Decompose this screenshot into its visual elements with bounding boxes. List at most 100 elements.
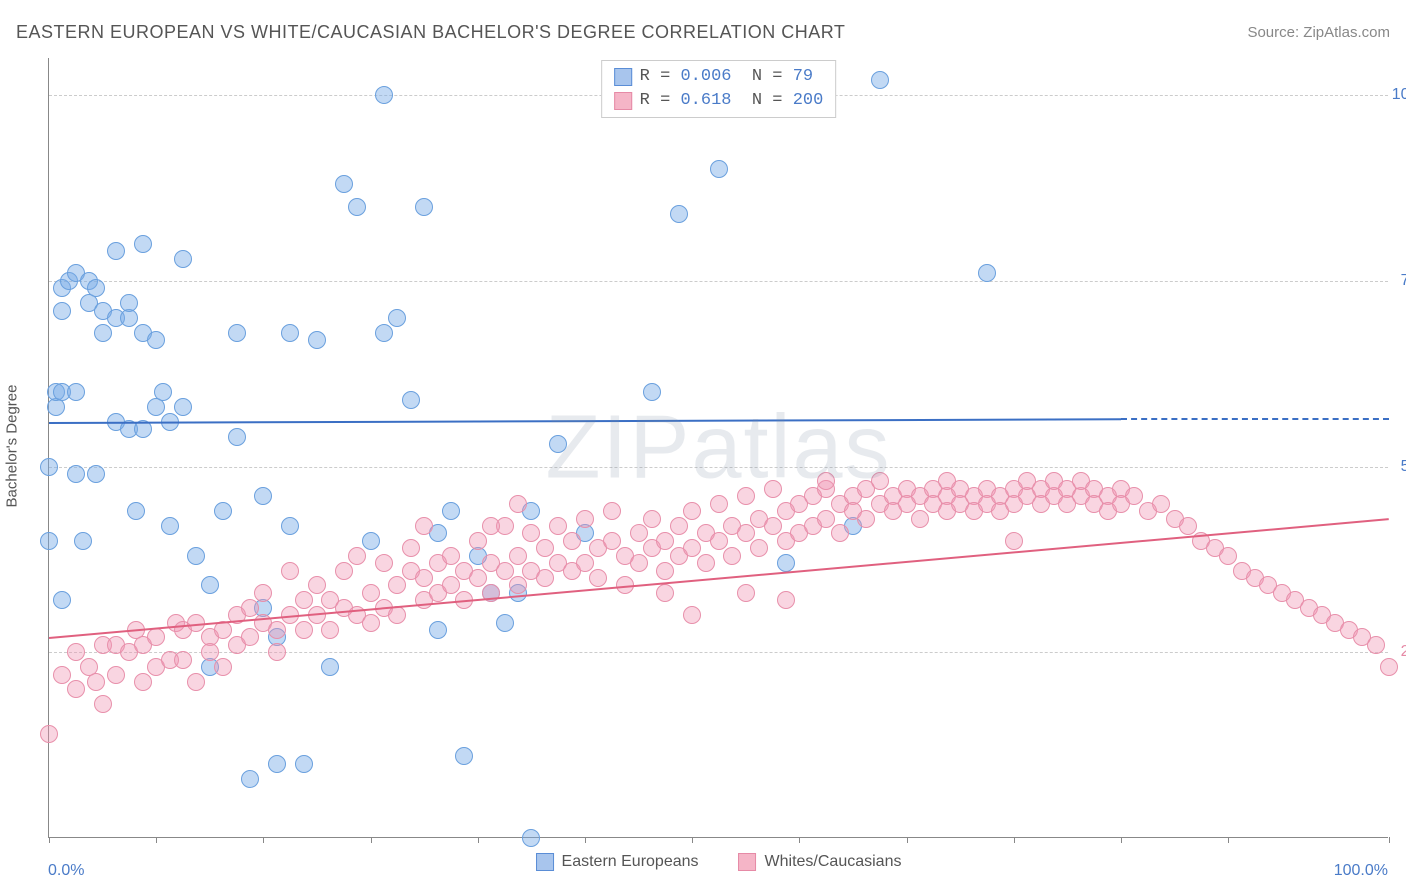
scatter-point-eastern-europeans <box>174 250 192 268</box>
legend-swatch <box>614 68 632 86</box>
trendline-dashed-eastern-europeans <box>1121 418 1389 420</box>
source-label: Source: ZipAtlas.com <box>1247 24 1390 41</box>
bottom-legend-label: Eastern Europeans <box>562 853 699 871</box>
gridline <box>49 467 1388 468</box>
scatter-point-whites-caucasians <box>589 569 607 587</box>
xtick <box>263 837 264 843</box>
scatter-point-whites-caucasians <box>496 562 514 580</box>
scatter-point-eastern-europeans <box>415 198 433 216</box>
xtick <box>692 837 693 843</box>
scatter-point-eastern-europeans <box>429 621 447 639</box>
scatter-point-eastern-europeans <box>308 331 326 349</box>
scatter-point-eastern-europeans <box>53 591 71 609</box>
scatter-point-whites-caucasians <box>509 576 527 594</box>
scatter-point-eastern-europeans <box>375 324 393 342</box>
scatter-point-whites-caucasians <box>201 643 219 661</box>
scatter-point-whites-caucasians <box>469 569 487 587</box>
xtick <box>1014 837 1015 843</box>
scatter-point-whites-caucasians <box>53 666 71 684</box>
scatter-point-whites-caucasians <box>509 547 527 565</box>
scatter-point-whites-caucasians <box>415 517 433 535</box>
scatter-point-whites-caucasians <box>509 495 527 513</box>
scatter-point-whites-caucasians <box>469 532 487 550</box>
scatter-point-eastern-europeans <box>134 235 152 253</box>
scatter-point-whites-caucasians <box>911 510 929 528</box>
scatter-point-whites-caucasians <box>1367 636 1385 654</box>
scatter-point-eastern-europeans <box>67 465 85 483</box>
scatter-point-whites-caucasians <box>241 599 259 617</box>
scatter-point-whites-caucasians <box>656 562 674 580</box>
bottom-legend-item: Whites/Caucasians <box>739 853 902 871</box>
bottom-legend: Eastern Europeans Whites/Caucasians <box>536 853 902 871</box>
scatter-point-whites-caucasians <box>737 487 755 505</box>
bottom-legend-label: Whites/Caucasians <box>765 853 902 871</box>
scatter-point-eastern-europeans <box>777 554 795 572</box>
scatter-point-eastern-europeans <box>120 294 138 312</box>
scatter-point-eastern-europeans <box>147 331 165 349</box>
scatter-point-eastern-europeans <box>67 383 85 401</box>
scatter-point-eastern-europeans <box>549 435 567 453</box>
scatter-point-whites-caucasians <box>817 510 835 528</box>
xtick <box>1228 837 1229 843</box>
scatter-point-whites-caucasians <box>1179 517 1197 535</box>
scatter-point-eastern-europeans <box>228 428 246 446</box>
ytick-label: 50.0% <box>1391 458 1406 476</box>
scatter-point-whites-caucasians <box>362 614 380 632</box>
scatter-point-eastern-europeans <box>670 205 688 223</box>
scatter-point-whites-caucasians <box>321 621 339 639</box>
scatter-point-whites-caucasians <box>857 510 875 528</box>
scatter-point-whites-caucasians <box>87 673 105 691</box>
xtick <box>156 837 157 843</box>
scatter-point-whites-caucasians <box>764 517 782 535</box>
scatter-point-whites-caucasians <box>563 532 581 550</box>
xtick <box>1389 837 1390 843</box>
scatter-point-whites-caucasians <box>94 695 112 713</box>
xtick <box>49 837 50 843</box>
scatter-point-eastern-europeans <box>87 279 105 297</box>
scatter-point-eastern-europeans <box>455 747 473 765</box>
scatter-point-whites-caucasians <box>348 547 366 565</box>
scatter-point-eastern-europeans <box>348 198 366 216</box>
scatter-point-whites-caucasians <box>1125 487 1143 505</box>
scatter-point-whites-caucasians <box>764 480 782 498</box>
scatter-point-whites-caucasians <box>214 658 232 676</box>
scatter-point-whites-caucasians <box>295 591 313 609</box>
scatter-point-whites-caucasians <box>174 651 192 669</box>
scatter-point-eastern-europeans <box>94 324 112 342</box>
scatter-point-eastern-europeans <box>442 502 460 520</box>
scatter-point-whites-caucasians <box>536 539 554 557</box>
scatter-point-eastern-europeans <box>871 71 889 89</box>
plot-area: ZIPatlas R = 0.006 N = 79R = 0.618 N = 2… <box>48 58 1388 838</box>
scatter-point-eastern-europeans <box>40 458 58 476</box>
scatter-point-whites-caucasians <box>723 547 741 565</box>
scatter-point-whites-caucasians <box>683 606 701 624</box>
scatter-point-eastern-europeans <box>241 770 259 788</box>
scatter-point-whites-caucasians <box>630 554 648 572</box>
gridline <box>49 281 1388 282</box>
scatter-point-eastern-europeans <box>321 658 339 676</box>
scatter-point-whites-caucasians <box>147 628 165 646</box>
scatter-point-whites-caucasians <box>817 472 835 490</box>
scatter-point-eastern-europeans <box>187 547 205 565</box>
scatter-point-eastern-europeans <box>87 465 105 483</box>
xtick <box>371 837 372 843</box>
scatter-point-eastern-europeans <box>154 383 172 401</box>
scatter-point-whites-caucasians <box>683 539 701 557</box>
scatter-point-whites-caucasians <box>241 628 259 646</box>
scatter-point-eastern-europeans <box>281 324 299 342</box>
scatter-point-eastern-europeans <box>496 614 514 632</box>
xtick <box>1121 837 1122 843</box>
scatter-point-eastern-europeans <box>228 324 246 342</box>
legend-stats-row: R = 0.006 N = 79 <box>614 65 824 89</box>
scatter-point-eastern-europeans <box>978 264 996 282</box>
chart-title: EASTERN EUROPEAN VS WHITE/CAUCASIAN BACH… <box>16 22 845 43</box>
scatter-point-whites-caucasians <box>308 576 326 594</box>
scatter-point-whites-caucasians <box>737 584 755 602</box>
scatter-point-eastern-europeans <box>375 86 393 104</box>
gridline <box>49 652 1388 653</box>
scatter-point-whites-caucasians <box>67 680 85 698</box>
scatter-point-whites-caucasians <box>710 495 728 513</box>
scatter-point-whites-caucasians <box>388 576 406 594</box>
scatter-point-whites-caucasians <box>777 591 795 609</box>
xaxis-min-label: 0.0% <box>48 862 84 880</box>
